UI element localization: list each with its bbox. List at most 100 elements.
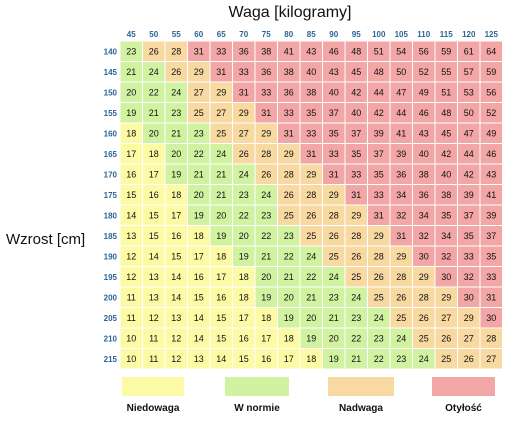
- x-tick-label: 70: [239, 30, 248, 39]
- cell-value: 38: [284, 67, 294, 77]
- x-tick-label: 75: [262, 30, 271, 39]
- cell-value: 28: [261, 149, 271, 159]
- cell-value: 23: [261, 210, 271, 220]
- y-tick-label: 170: [104, 170, 118, 179]
- cell-value: 24: [351, 292, 361, 302]
- cell-value: 19: [261, 292, 271, 302]
- cell-value: 37: [351, 128, 361, 138]
- cell-value: 26: [171, 67, 181, 77]
- cell-value: 35: [441, 210, 451, 220]
- cell-value: 27: [239, 128, 249, 138]
- x-tick-label: 80: [284, 30, 293, 39]
- cell-value: 25: [216, 128, 226, 138]
- x-tick-label: 90: [329, 30, 338, 39]
- cell-value: 31: [239, 87, 249, 97]
- cell-value: 12: [126, 272, 136, 282]
- cell-value: 24: [374, 313, 384, 323]
- cell-value: 31: [329, 169, 339, 179]
- cell-value: 56: [419, 46, 429, 56]
- cell-value: 22: [261, 231, 271, 241]
- cell-value: 19: [194, 210, 204, 220]
- cell-value: 19: [306, 333, 316, 343]
- cell-value: 31: [216, 67, 226, 77]
- cell-value: 15: [216, 333, 226, 343]
- cell-value: 35: [329, 128, 339, 138]
- cell-value: 34: [419, 210, 429, 220]
- cell-value: 27: [216, 108, 226, 118]
- cell-value: 35: [374, 169, 384, 179]
- cell-value: 11: [149, 354, 158, 364]
- cell-value: 33: [284, 108, 294, 118]
- cell-value: 28: [351, 231, 361, 241]
- cell-value: 21: [329, 313, 339, 323]
- y-tick-label: 200: [104, 293, 118, 302]
- cell-value: 31: [194, 46, 204, 56]
- cell-value: 23: [329, 292, 339, 302]
- cell-value: 20: [239, 231, 249, 241]
- cell-value: 13: [171, 313, 181, 323]
- cell-value: 21: [171, 128, 181, 138]
- cell-value: 11: [127, 292, 136, 302]
- cell-value: 29: [216, 87, 226, 97]
- cell-value: 20: [306, 313, 316, 323]
- cell-value: 14: [149, 251, 159, 261]
- cell-value: 12: [126, 251, 136, 261]
- cell-value: 42: [464, 169, 474, 179]
- x-tick-label: 95: [352, 30, 361, 39]
- cell-value: 33: [216, 46, 226, 56]
- cell-value: 32: [441, 251, 451, 261]
- cell-value: 59: [441, 46, 451, 56]
- cell-value: 37: [329, 108, 339, 118]
- cell-value: 18: [306, 354, 316, 364]
- y-tick-label: 145: [104, 68, 118, 77]
- cell-value: 20: [194, 190, 204, 200]
- cell-value: 26: [239, 149, 249, 159]
- y-tick-label: 175: [104, 191, 118, 200]
- cell-value: 55: [441, 67, 451, 77]
- cell-value: 14: [171, 272, 181, 282]
- cell-value: 14: [171, 292, 181, 302]
- cell-value: 56: [486, 87, 496, 97]
- cell-value: 15: [194, 292, 204, 302]
- cell-value: 43: [329, 67, 339, 77]
- cell-value: 20: [329, 333, 339, 343]
- cell-value: 41: [284, 46, 294, 56]
- cell-value: 17: [239, 313, 249, 323]
- cell-value: 41: [486, 190, 496, 200]
- cell-value: 17: [194, 251, 204, 261]
- cell-value: 31: [396, 231, 406, 241]
- cell-value: 14: [194, 313, 204, 323]
- cell-value: 28: [306, 190, 316, 200]
- cell-value: 50: [464, 108, 474, 118]
- cell-value: 46: [419, 108, 429, 118]
- cell-value: 24: [419, 354, 429, 364]
- cell-value: 17: [284, 354, 294, 364]
- cell-value: 25: [419, 333, 429, 343]
- y-tick-label: 150: [104, 88, 118, 97]
- cell-value: 26: [464, 354, 474, 364]
- cell-value: 51: [374, 46, 384, 56]
- y-tick-label: 195: [104, 273, 118, 282]
- cell-value: 21: [149, 108, 159, 118]
- cell-value: 42: [374, 108, 384, 118]
- cell-value: 23: [194, 128, 204, 138]
- cell-value: 32: [464, 272, 474, 282]
- cell-value: 16: [261, 354, 271, 364]
- cell-value: 22: [194, 149, 204, 159]
- cell-value: 33: [464, 251, 474, 261]
- cell-value: 43: [486, 169, 496, 179]
- cell-value: 27: [441, 313, 451, 323]
- cell-value: 14: [126, 210, 136, 220]
- cell-value: 29: [306, 169, 316, 179]
- cell-value: 16: [171, 231, 181, 241]
- cell-value: 14: [216, 354, 226, 364]
- heatmap-cell: [479, 348, 503, 370]
- cell-value: 20: [126, 87, 136, 97]
- x-tick-label: 85: [307, 30, 316, 39]
- cell-value: 16: [239, 333, 249, 343]
- cell-value: 22: [239, 210, 249, 220]
- cell-value: 42: [351, 87, 361, 97]
- cell-value: 19: [284, 313, 294, 323]
- y-tick-label: 190: [104, 252, 118, 261]
- cell-value: 22: [306, 272, 316, 282]
